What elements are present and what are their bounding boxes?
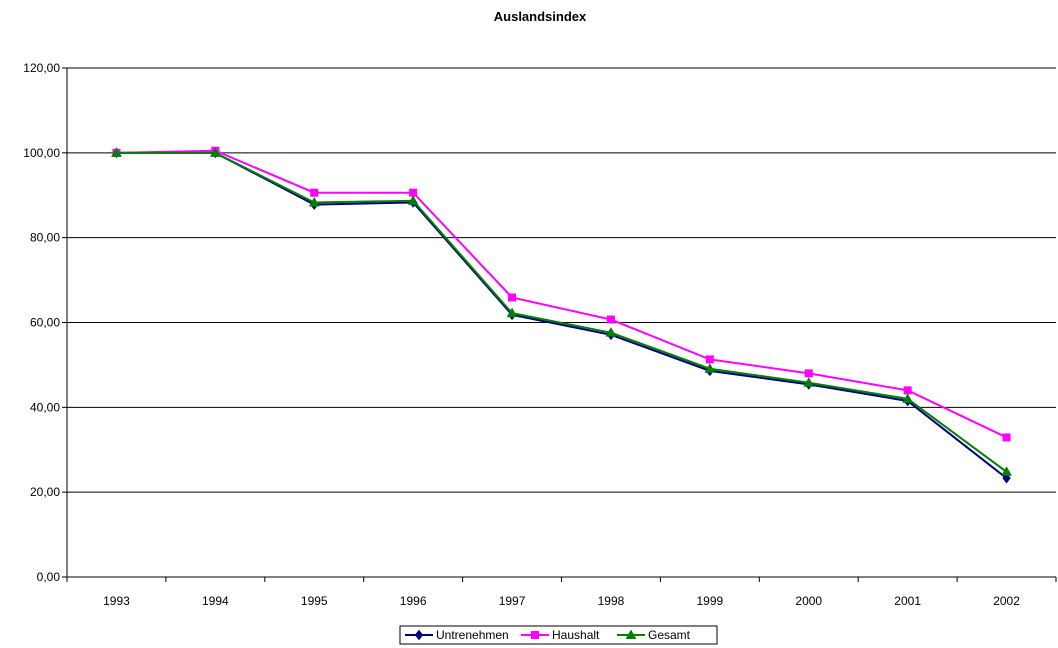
series-line <box>116 149 1007 439</box>
x-tick-label: 1998 <box>598 594 625 608</box>
marker-square <box>531 631 539 639</box>
x-tick-label: 1996 <box>400 594 427 608</box>
marker-diamond <box>414 629 424 641</box>
legend-label: Untrenehmen <box>436 628 509 642</box>
series-group <box>111 146 1012 484</box>
marker-square <box>903 386 912 395</box>
marker-triangle <box>1001 466 1012 476</box>
marker-triangle <box>625 629 637 639</box>
y-tick-label: 20,00 <box>30 485 60 499</box>
marker-square <box>1002 433 1011 442</box>
y-tick-label: 80,00 <box>30 231 60 245</box>
marker-triangle <box>605 327 617 337</box>
legend-item-haushalt: Haushalt <box>521 628 600 642</box>
marker-square <box>508 293 517 302</box>
x-tick-label: 1999 <box>696 594 723 608</box>
legend: Untrenehmen Haushalt Gesamt <box>399 625 718 645</box>
y-tick-label: 40,00 <box>30 400 60 414</box>
x-tick-label: 1995 <box>301 594 328 608</box>
marker-diamond <box>1002 472 1011 484</box>
marker-triangle <box>803 377 815 387</box>
marker-square <box>409 188 418 197</box>
marker-square <box>606 315 615 324</box>
x-tick-label: 2000 <box>795 594 822 608</box>
marker-square <box>705 355 714 364</box>
axes: 0,00 20,00 40,00 60,00 80,00 100,00 120,00 1993… <box>23 61 1057 608</box>
marker-triangle <box>111 147 122 157</box>
marker-square <box>804 369 813 378</box>
chart-title: Auslandsindex <box>494 9 587 24</box>
marker-triangle <box>506 307 518 318</box>
y-tick-label: 100,00 <box>23 146 60 160</box>
x-tick-label: 1994 <box>202 594 229 608</box>
marker-triangle <box>308 196 320 207</box>
series-haushalt <box>112 146 1011 442</box>
x-tick-label: 2001 <box>894 594 921 608</box>
legend-item-untrenehmen: Untrenehmen <box>405 628 509 642</box>
gridlines <box>67 67 1056 493</box>
y-tick-label: 0,00 <box>37 570 61 584</box>
series-line <box>116 151 1008 479</box>
series-untrenehmen <box>112 147 1011 484</box>
legend-label: Haushalt <box>552 628 600 642</box>
marker-triangle <box>704 363 716 373</box>
series-gesamt <box>111 147 1012 476</box>
legend-item-gesamt: Gesamt <box>617 628 691 642</box>
series-line <box>116 151 1008 473</box>
x-tick-label: 1997 <box>499 594 526 608</box>
x-tick-label: 1993 <box>103 594 130 608</box>
marker-triangle <box>209 147 221 157</box>
y-tick-label: 120,00 <box>23 61 60 75</box>
y-tick-label: 60,00 <box>30 316 60 330</box>
marker-triangle <box>902 393 914 403</box>
marker-square <box>310 188 319 197</box>
legend-box <box>399 625 718 645</box>
legend-label: Gesamt <box>648 628 691 642</box>
x-tick-label: 2002 <box>993 594 1020 608</box>
marker-triangle <box>407 195 419 205</box>
